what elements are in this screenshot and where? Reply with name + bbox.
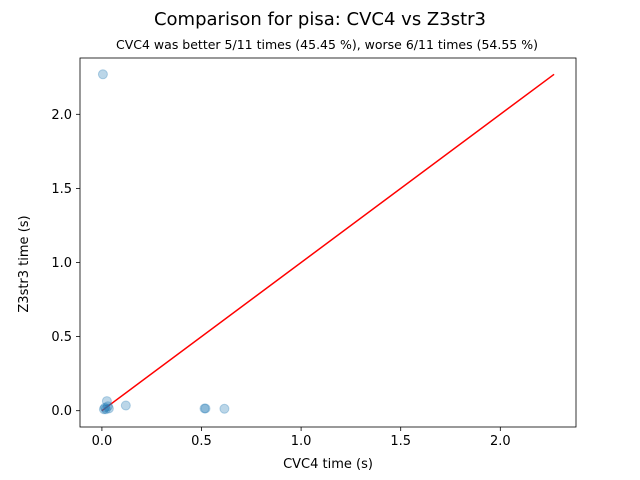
scatter-point bbox=[199, 403, 210, 414]
x-tick-label: 1.0 bbox=[291, 434, 312, 449]
scatter-point bbox=[98, 404, 109, 415]
scatter-point bbox=[97, 69, 108, 80]
plot-area: 0.0 0.5 1.0 1.5 2.0 0.0 0.5 1.0 1.5 2.0 bbox=[51, 57, 577, 449]
y-tick-label: 1.5 bbox=[51, 182, 72, 197]
scatter-point bbox=[219, 403, 230, 414]
chart-title: Comparison for pisa: CVC4 vs Z3str3 bbox=[154, 9, 486, 30]
scatter-point bbox=[100, 404, 111, 415]
scatter-point bbox=[103, 403, 114, 414]
scatter-point bbox=[102, 401, 113, 412]
y-axis-label: Z3str3 time (s) bbox=[17, 215, 32, 312]
y-tick-label: 0.0 bbox=[51, 404, 72, 419]
chart-subtitle: CVC4 was better 5/11 times (45.45 %), wo… bbox=[116, 37, 538, 52]
scatter-point bbox=[120, 400, 131, 411]
scatter-point bbox=[101, 396, 112, 407]
y-tick-label: 1.0 bbox=[51, 256, 72, 271]
axes-frame bbox=[79, 57, 577, 428]
x-tick-label: 1.5 bbox=[390, 434, 411, 449]
y-tick-label: 2.0 bbox=[51, 108, 72, 123]
y-tick-label: 0.5 bbox=[51, 330, 72, 345]
reference-line bbox=[101, 73, 555, 412]
x-tick-label: 0.5 bbox=[191, 434, 212, 449]
x-axis-label: CVC4 time (s) bbox=[283, 457, 373, 472]
scatter-point bbox=[200, 403, 211, 414]
scatter-point bbox=[99, 402, 110, 413]
x-tick-label: 0.0 bbox=[92, 434, 113, 449]
x-tick-label: 2.0 bbox=[490, 434, 511, 449]
